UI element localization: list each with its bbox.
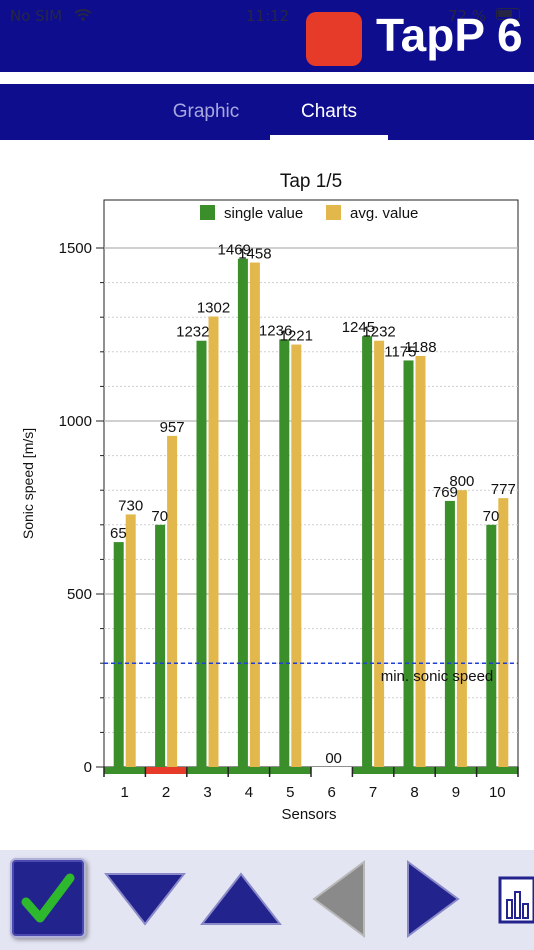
wifi-icon — [74, 9, 92, 21]
data-label-avg: 800 — [449, 473, 474, 490]
reference-line-label: min. sonic speed — [381, 668, 494, 685]
x-tick-label: 4 — [245, 784, 253, 801]
x-tick-label: 7 — [369, 784, 377, 801]
sensor-status-strip — [269, 767, 311, 774]
data-label-avg: 730 — [118, 497, 143, 514]
bar-avg-value — [249, 262, 260, 767]
sensor-status-strip — [393, 767, 436, 774]
confirm-button[interactable] — [10, 858, 86, 938]
previous-button[interactable] — [312, 860, 366, 938]
data-label-avg: 1188 — [404, 339, 436, 356]
bar-single-value — [113, 542, 124, 767]
bar-single-value — [155, 524, 166, 767]
data-label-avg: 1232 — [362, 324, 395, 341]
x-tick-label: 9 — [452, 784, 460, 801]
x-tick-label: 6 — [328, 784, 336, 801]
data-label-avg: 957 — [160, 419, 185, 436]
data-label-single: 1232 — [176, 324, 209, 341]
app-icon — [306, 12, 362, 66]
tab-graphic[interactable]: Graphic — [172, 101, 240, 122]
bar-avg-value — [498, 498, 509, 767]
sensor-status-strip — [145, 767, 187, 774]
carrier-label: No SIM — [10, 7, 63, 25]
sensor-status-strip — [476, 767, 518, 774]
legend-swatch-single — [200, 205, 215, 220]
x-tick-label: 8 — [410, 784, 418, 801]
x-tick-label: 2 — [162, 784, 170, 801]
data-label-single: 1469 — [218, 242, 251, 259]
sensor-status-strip — [104, 767, 146, 774]
data-label-single: 1245 — [342, 319, 375, 336]
bar-single-value — [403, 360, 414, 767]
sensor-status-strip — [311, 767, 353, 774]
data-label-avg: 0 — [334, 750, 342, 767]
data-label-single: 65 — [110, 525, 127, 542]
y-tick-label: 0 — [84, 759, 92, 776]
bar-single-value — [279, 339, 290, 767]
bottom-toolbar — [0, 850, 534, 950]
sensor-status-strip — [352, 767, 394, 774]
y-tick-label: 1000 — [59, 413, 92, 430]
bar-single-value — [444, 500, 455, 767]
app-title: TapP 6 — [376, 9, 523, 61]
header-bar: No SIM 11:12 72 % TapP 6 — [0, 0, 534, 72]
bar-avg-value — [125, 514, 136, 767]
triangle-left-icon — [312, 860, 365, 938]
next-button[interactable] — [406, 860, 460, 938]
data-label-single: 70 — [151, 508, 168, 525]
chart-area: Tap 1/5 0 500 1000 1500 Sonic speed [m/s] 65 73… — [0, 140, 534, 840]
y-axis-label: Sonic speed [m/s] — [20, 428, 36, 539]
bar-avg-value — [415, 355, 426, 767]
data-label-single: 1236 — [259, 322, 292, 339]
data-label-single: 70 — [483, 508, 500, 525]
battery-icon — [496, 8, 520, 20]
bar-avg-value — [456, 490, 467, 767]
data-label-avg: 1302 — [197, 300, 230, 317]
down-button[interactable] — [103, 872, 187, 926]
bar-avg-value — [374, 340, 385, 767]
bar-single-value — [196, 340, 207, 767]
data-label-single: 0 — [325, 750, 333, 767]
legend-label-single: single value — [224, 205, 303, 222]
check-icon — [21, 873, 75, 923]
sensor-status-strip — [186, 767, 229, 774]
x-tick-label: 1 — [121, 784, 129, 801]
sensor-status-strip — [228, 767, 270, 774]
tab-selected-indicator — [270, 135, 388, 140]
data-label-avg: 1458 — [238, 246, 271, 263]
bar-single-value — [486, 524, 497, 767]
data-label-avg: 777 — [491, 481, 516, 498]
data-label-single: 1175 — [384, 343, 416, 360]
chart-title: Tap 1/5 — [280, 171, 342, 192]
battery-percent: 72 % — [448, 7, 487, 25]
x-axis-label: Sensors — [281, 806, 336, 823]
sensor-status-strip — [435, 767, 477, 774]
legend-label-avg: avg. value — [350, 205, 418, 222]
bar-single-value — [237, 258, 248, 767]
triangle-right-icon — [407, 860, 460, 938]
triangle-up-icon — [199, 872, 283, 925]
x-tick-label: 10 — [489, 784, 506, 801]
bar-avg-value — [291, 344, 302, 767]
up-button[interactable] — [199, 872, 283, 926]
y-tick-label: 1500 — [59, 240, 92, 257]
status-time: 11:12 — [246, 7, 290, 25]
bar-avg-value — [208, 316, 219, 767]
triangle-down-icon — [103, 873, 187, 926]
bar-chart-icon — [498, 876, 534, 924]
data-label-single: 769 — [433, 484, 458, 501]
x-tick-label: 3 — [203, 784, 211, 801]
tab-bar: Graphic Charts — [0, 84, 534, 140]
x-tick-label: 5 — [286, 784, 294, 801]
legend-swatch-avg — [326, 205, 341, 220]
bar-single-value — [362, 336, 373, 767]
statistics-button[interactable] — [498, 864, 534, 936]
data-label-avg: 1221 — [280, 328, 313, 345]
y-tick-label: 500 — [67, 586, 92, 603]
bar-avg-value — [167, 435, 178, 767]
tab-charts[interactable]: Charts — [301, 101, 357, 122]
